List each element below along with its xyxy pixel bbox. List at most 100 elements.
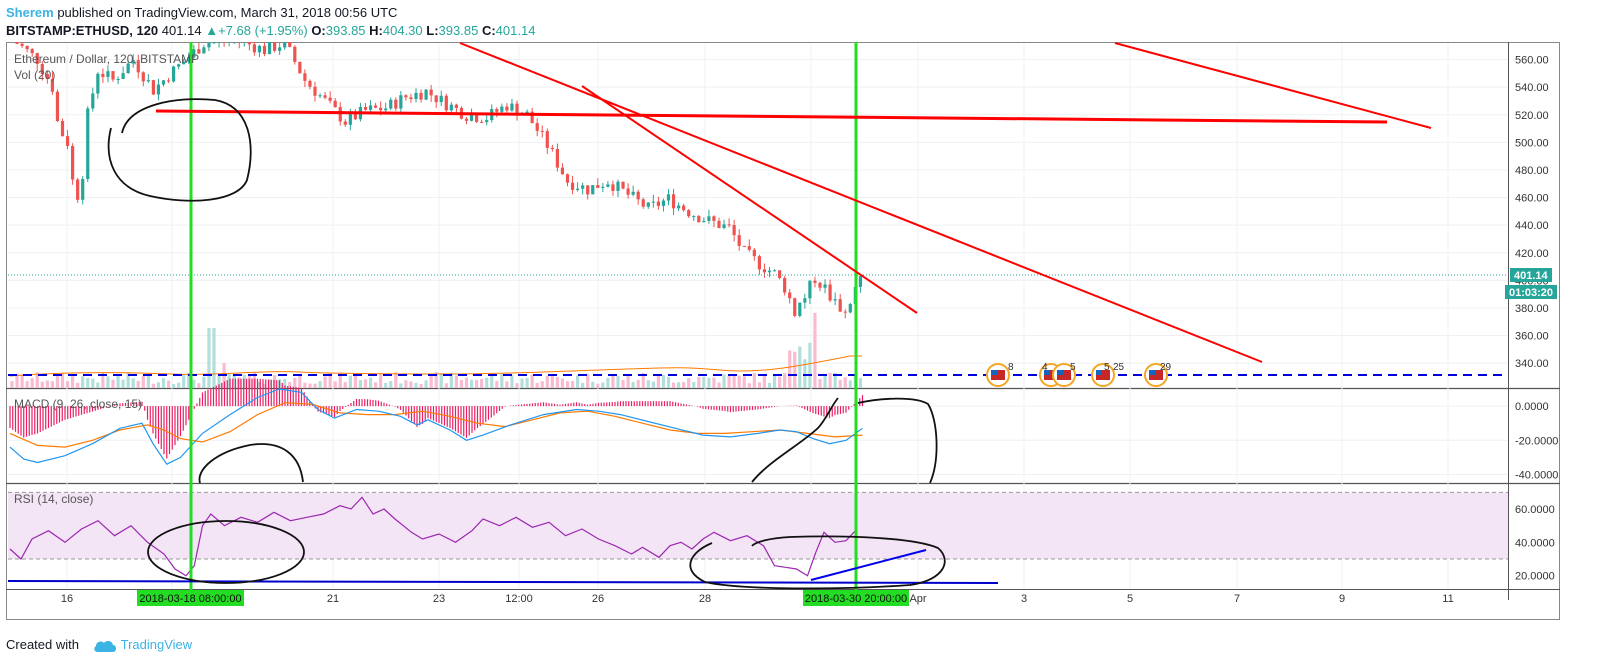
candle-body <box>262 45 267 55</box>
y-tick-label: 520.00 <box>1515 110 1549 122</box>
candle-body <box>323 95 327 98</box>
x-tick-label: Apr <box>909 593 926 605</box>
candle-body <box>65 136 70 146</box>
candle-body <box>783 278 787 293</box>
volume-bar <box>843 377 847 388</box>
drawings <box>7 42 1508 600</box>
volume-bar <box>86 378 90 388</box>
candle-body <box>192 49 196 58</box>
volume-bar <box>459 380 464 388</box>
volume-bar <box>697 376 701 388</box>
candle-body <box>656 201 660 206</box>
volume-bar <box>328 372 332 388</box>
author-link[interactable]: Sherem <box>6 5 54 20</box>
candle-body <box>803 298 807 303</box>
volume-bar <box>540 381 544 388</box>
event-badge-count: 8 <box>1008 362 1014 373</box>
y-tick-label: 420.00 <box>1515 248 1549 260</box>
candle-body <box>767 270 772 273</box>
y-tick-label: -20.0000 <box>1515 435 1558 447</box>
volume-bar <box>525 378 529 388</box>
candle-body <box>469 115 474 121</box>
candle-body <box>611 184 615 191</box>
volume-bar <box>156 382 161 388</box>
footer: Created with TradingView <box>6 636 192 654</box>
volume-bar <box>661 374 666 388</box>
published-text: published on TradingView.com, March 31, … <box>53 5 398 20</box>
volume-bar <box>793 351 797 388</box>
volume-bar <box>298 375 302 388</box>
candle-body <box>247 42 251 45</box>
volume-bar <box>762 374 767 388</box>
candle-body <box>25 45 29 50</box>
y-tick-label: 60.0000 <box>1515 504 1555 516</box>
tradingview-brand-link[interactable]: TradingView <box>120 637 193 652</box>
last-price: 401.14 <box>161 23 202 38</box>
volume-bar <box>505 381 509 388</box>
candle-body <box>858 276 862 287</box>
candle-body <box>621 181 625 189</box>
rsi-pane-title: RSI (14, close) <box>14 492 93 506</box>
volume-bar <box>60 372 65 388</box>
candle-body <box>742 245 746 247</box>
volume-bar <box>439 373 443 388</box>
candle-body <box>666 194 671 201</box>
x-tick-label: 11 <box>1442 593 1453 605</box>
x-highlight-label: 2018-03-30 20:00:00 <box>805 593 907 605</box>
chart-canvas[interactable]: 8 4 5 5 25 29 560.00540.00520.00500.00480.004… <box>0 42 1621 628</box>
candle-body <box>737 235 741 246</box>
tradingview-cloud-icon <box>93 640 116 652</box>
volume-bar <box>671 382 676 388</box>
volume-bar <box>35 372 39 388</box>
volume-bar <box>429 373 433 388</box>
candle-body <box>646 202 650 207</box>
volume-bar <box>353 375 357 388</box>
volume-bar <box>202 376 206 388</box>
volume-bar <box>469 379 474 388</box>
candle-body <box>298 61 302 74</box>
candle-body <box>606 184 610 187</box>
candle-body <box>702 220 706 223</box>
volume-bar <box>374 382 378 388</box>
volume-bar <box>656 374 660 388</box>
volume-bar <box>485 377 489 388</box>
candle-body <box>136 60 140 73</box>
volume-bar <box>464 377 469 388</box>
candle-body <box>187 57 191 62</box>
volume-bar <box>757 382 761 388</box>
pane-labels: Ethereum / Dollar, 120, BITSTAMP Vol (20… <box>14 52 199 506</box>
volume-bar <box>303 382 307 388</box>
volume-bar <box>81 376 85 388</box>
candle-body <box>682 205 686 211</box>
high-value: 404.30 <box>382 23 423 38</box>
volume-bar <box>737 375 741 388</box>
candle-body <box>570 182 575 190</box>
volume-bar <box>515 383 519 388</box>
candle-body <box>838 299 842 312</box>
candle-body <box>273 42 277 51</box>
x-tick-label: 5 <box>1127 593 1133 605</box>
volume-bar <box>848 380 852 388</box>
candle-body <box>692 215 696 217</box>
volume-bar <box>106 376 110 388</box>
candle-body <box>348 113 352 125</box>
volume-bar <box>838 379 842 388</box>
candle-body <box>813 280 817 283</box>
volume-bar <box>702 376 706 388</box>
x-tick-label: 7 <box>1234 593 1240 605</box>
candle-body <box>151 80 155 95</box>
x-tick-label: 16 <box>61 593 73 605</box>
volume-bar <box>40 381 44 388</box>
candle-body <box>363 107 368 110</box>
macd-pane-title: MACD (9, 26, close, 15) <box>14 397 142 411</box>
volume-bar <box>15 373 19 388</box>
volume-indicator-label: Vol (20) <box>14 68 55 82</box>
volume-bar <box>267 379 272 388</box>
volume-bar <box>707 377 711 388</box>
volume-bar <box>631 381 635 388</box>
candle-body <box>747 246 751 250</box>
rsi-line <box>9 496 858 577</box>
y-tick-label: 0.0000 <box>1515 401 1549 413</box>
volume-bar <box>288 382 292 388</box>
volume-bar <box>151 383 155 388</box>
